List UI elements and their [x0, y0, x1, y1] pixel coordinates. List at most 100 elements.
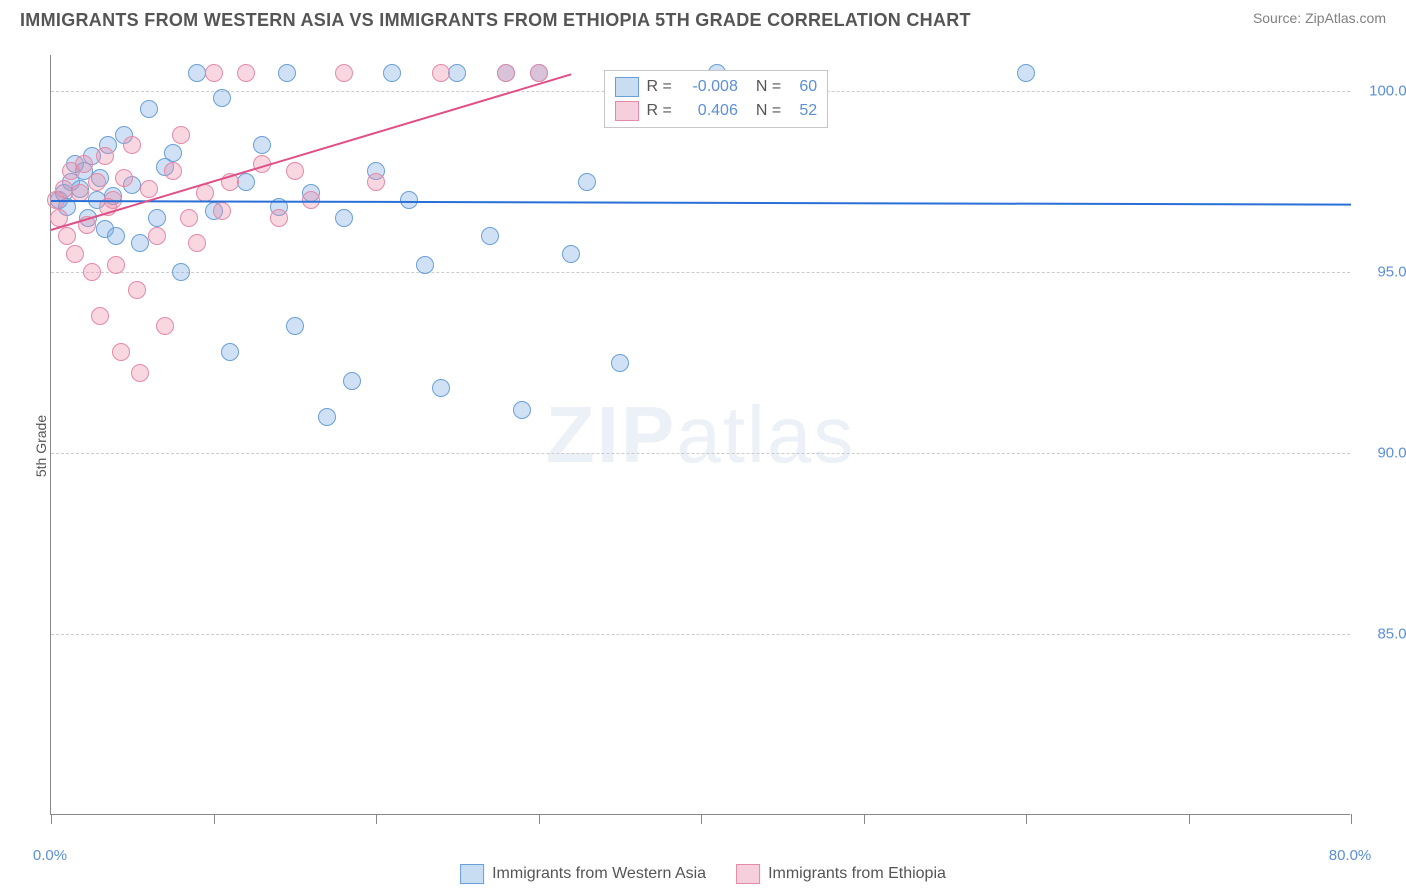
legend-label: Immigrants from Ethiopia	[768, 865, 946, 883]
chart-area: ZIPatlas 85.0%90.0%95.0%100.0%R =-0.008N…	[50, 55, 1350, 815]
legend-n-label: N =	[756, 78, 781, 96]
legend-r-label: R =	[647, 78, 672, 96]
legend-row: R =-0.008N =60	[615, 75, 818, 99]
scatter-point	[180, 209, 198, 227]
y-tick-label: 100.0%	[1360, 83, 1406, 100]
scatter-point	[270, 209, 288, 227]
scatter-point	[432, 379, 450, 397]
x-tick	[1026, 814, 1027, 824]
scatter-point	[131, 234, 149, 252]
scatter-point	[88, 173, 106, 191]
scatter-point	[55, 180, 73, 198]
scatter-point	[75, 155, 93, 173]
scatter-point	[96, 147, 114, 165]
legend-n-label: N =	[756, 102, 781, 120]
scatter-point	[71, 184, 89, 202]
scatter-point	[286, 317, 304, 335]
chart-title: IMMIGRANTS FROM WESTERN ASIA VS IMMIGRAN…	[20, 10, 971, 31]
scatter-point	[123, 136, 141, 154]
scatter-point	[205, 64, 223, 82]
scatter-point	[107, 256, 125, 274]
legend-swatch	[615, 101, 639, 121]
scatter-point	[611, 354, 629, 372]
scatter-point	[156, 317, 174, 335]
legend-row: R = 0.406 N = 52	[615, 99, 818, 123]
scatter-point	[448, 64, 466, 82]
scatter-point	[481, 227, 499, 245]
watermark-bold: ZIP	[546, 390, 676, 479]
scatter-point	[58, 227, 76, 245]
scatter-point	[367, 173, 385, 191]
legend-swatch	[615, 77, 639, 97]
scatter-point	[131, 364, 149, 382]
watermark-light: atlas	[676, 390, 855, 479]
scatter-point	[172, 263, 190, 281]
y-tick-label: 85.0%	[1360, 626, 1406, 643]
legend-r-value: 0.406	[680, 102, 738, 120]
scatter-point	[83, 263, 101, 281]
scatter-point	[172, 126, 190, 144]
gridline	[51, 453, 1350, 454]
scatter-point	[335, 209, 353, 227]
scatter-point	[383, 64, 401, 82]
scatter-point	[66, 245, 84, 263]
scatter-point	[318, 408, 336, 426]
scatter-point	[112, 343, 130, 361]
chart-source: Source: ZipAtlas.com	[1253, 10, 1386, 26]
x-tick	[214, 814, 215, 824]
bottom-legend: Immigrants from Western Asia Immigrants f…	[460, 864, 946, 884]
scatter-point	[221, 343, 239, 361]
scatter-point	[148, 209, 166, 227]
correlation-legend: R =-0.008N =60R =0.406N =52	[604, 70, 829, 128]
scatter-point	[497, 64, 515, 82]
legend-r-label: R =	[647, 102, 672, 120]
legend-swatch	[736, 864, 760, 884]
scatter-point	[148, 227, 166, 245]
scatter-point	[278, 64, 296, 82]
y-tick-label: 95.0%	[1360, 264, 1406, 281]
gridline	[51, 272, 1350, 273]
scatter-point	[140, 180, 158, 198]
watermark: ZIPatlas	[546, 389, 855, 481]
scatter-point	[91, 307, 109, 325]
scatter-point	[237, 173, 255, 191]
scatter-point	[253, 136, 271, 154]
bottom-legend-item: Immigrants from Western Asia	[460, 864, 706, 884]
scatter-point	[530, 64, 548, 82]
x-tick-label: 0.0%	[33, 847, 67, 864]
legend-n-value: 60	[789, 78, 817, 96]
x-tick	[1189, 814, 1190, 824]
bottom-legend-item: Immigrants from Ethiopia	[736, 864, 946, 884]
x-tick	[864, 814, 865, 824]
scatter-point	[343, 372, 361, 390]
scatter-point	[416, 256, 434, 274]
scatter-point	[140, 100, 158, 118]
scatter-point	[107, 227, 125, 245]
chart-header: IMMIGRANTS FROM WESTERN ASIA VS IMMIGRAN…	[0, 0, 1406, 31]
y-axis-label: 5th Grade	[33, 415, 49, 477]
scatter-point	[164, 144, 182, 162]
scatter-point	[1017, 64, 1035, 82]
trend-line	[51, 200, 1351, 206]
scatter-point	[562, 245, 580, 263]
legend-swatch	[460, 864, 484, 884]
scatter-point	[578, 173, 596, 191]
y-tick-label: 90.0%	[1360, 445, 1406, 462]
scatter-point	[115, 169, 133, 187]
scatter-point	[237, 64, 255, 82]
scatter-point	[188, 234, 206, 252]
x-tick	[376, 814, 377, 824]
scatter-point	[213, 89, 231, 107]
x-tick	[701, 814, 702, 824]
x-tick	[539, 814, 540, 824]
x-tick	[51, 814, 52, 824]
x-tick	[1351, 814, 1352, 824]
scatter-point	[400, 191, 418, 209]
scatter-point	[432, 64, 450, 82]
scatter-point	[128, 281, 146, 299]
legend-n-value: 52	[789, 102, 817, 120]
x-tick-label: 80.0%	[1329, 847, 1372, 864]
scatter-point	[513, 401, 531, 419]
legend-label: Immigrants from Western Asia	[492, 865, 706, 883]
scatter-point	[286, 162, 304, 180]
